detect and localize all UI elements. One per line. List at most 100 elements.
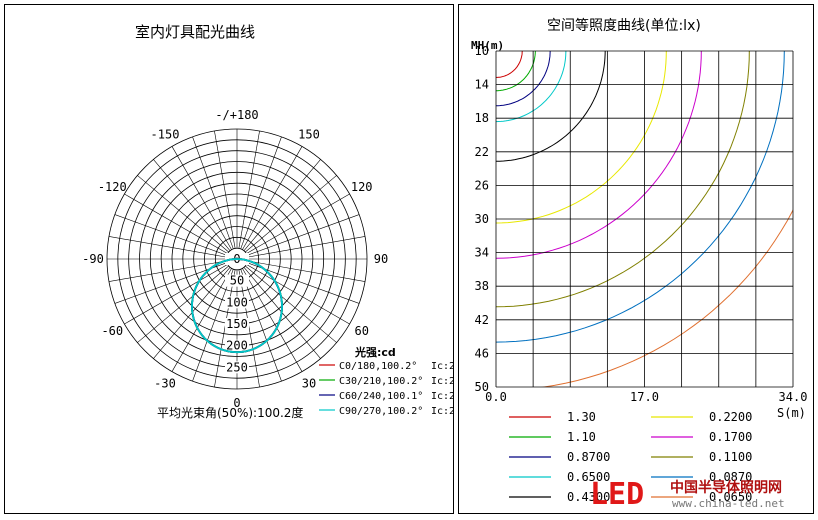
isolux-chart-panel: 空间等照度曲线(单位:lx) MH(m) 10 14 18 22 26 30 34 38 42 4…	[458, 4, 814, 514]
polar-angle-label: 90	[374, 252, 388, 266]
isolux-chart: 空间等照度曲线(单位:lx) MH(m) 10 14 18 22 26 30 34 38 42 4…	[471, 17, 807, 504]
isolux-curve	[496, 51, 702, 259]
polar-spoke	[242, 146, 303, 250]
polar-spoke	[214, 269, 236, 388]
isolux-legend-label: 0.8700	[567, 450, 610, 464]
isolux-legend-label: 0.6500	[567, 470, 610, 484]
isolux-legend-label: 0.1100	[709, 450, 752, 464]
polar-chart: 室内灯具配光曲线 -/+180 150 -150 120 -120 90 -90 60 -60 3…	[82, 23, 453, 420]
isolux-curve	[541, 209, 793, 387]
legend-ic: Ic:21	[431, 406, 453, 417]
isolux-curve	[496, 51, 551, 107]
polar-spoke	[247, 214, 360, 256]
polar-spoke	[247, 260, 366, 282]
beam-angle-text: 平均光束角(50%):100.2度	[157, 405, 303, 420]
isolux-y-tick-label: 10	[475, 44, 489, 58]
isolux-legend-label: 0.4300	[567, 490, 610, 504]
watermark: LED 中国半导体照明网 www.china-led.net	[588, 476, 808, 514]
polar-spoke	[245, 175, 337, 253]
isolux-legend-label: 0.0870	[709, 470, 752, 484]
polar-angle-label: -30	[154, 377, 176, 391]
legend-ic: Ic:215	[431, 361, 453, 372]
legend-label: C90/270,100.2°	[339, 406, 423, 417]
isolux-legend-label: 0.0650	[709, 490, 752, 504]
polar-spoke	[245, 265, 337, 343]
polar-spoke	[108, 236, 227, 258]
legend-ic: Ic:21	[431, 391, 453, 402]
polar-radial-label: 50	[230, 274, 244, 288]
polar-spoke	[114, 214, 227, 256]
polar-radial-label: 200	[226, 339, 248, 353]
polar-chart-title: 室内灯具配光曲线	[135, 23, 255, 41]
isolux-y-tick-labels: 10 14 18 22 26 30 34 38 42 46 50	[475, 44, 489, 394]
isolux-y-tick-label: 42	[475, 313, 489, 327]
polar-angle-label: 150	[298, 127, 320, 141]
polar-spoke	[192, 269, 234, 382]
legend-label: C0/180,100.2°	[339, 361, 417, 372]
polar-spoke	[108, 260, 227, 282]
polar-angle-label: 60	[354, 324, 368, 338]
polar-chart-panel: 室内灯具配光曲线 -/+180 150 -150 120 -120 90 -90 60 -60 3…	[4, 4, 454, 514]
polar-spoke	[242, 268, 303, 372]
isolux-x-tick-label: 34.0	[779, 390, 808, 404]
isolux-chart-title: 空间等照度曲线(单位:lx)	[547, 17, 701, 34]
watermark-url-text: www.china-led.net	[672, 497, 785, 510]
polar-spoke	[243, 159, 321, 251]
polar-angle-label: 0	[233, 396, 240, 410]
isolux-x-tick-label: 17.0	[630, 390, 659, 404]
isolux-y-tick-label: 50	[475, 380, 489, 394]
polar-angle-label: -/+180	[215, 108, 258, 122]
legend-ic: Ic:21	[431, 376, 453, 387]
polar-radial-label: 100	[226, 295, 248, 309]
legend-label: C60/240,100.1°	[339, 391, 423, 402]
polar-spoke	[124, 193, 228, 254]
polar-curve	[191, 258, 283, 354]
polar-radial-label-bg	[225, 339, 249, 352]
polar-angle-label: -150	[151, 127, 180, 141]
isolux-y-tick-label: 18	[475, 111, 489, 125]
isolux-legend-label: 1.30	[567, 410, 596, 424]
isolux-x-tick-labels: 0.0 17.0 34.0	[485, 390, 807, 404]
isolux-legend-label: 0.2200	[709, 410, 752, 424]
isolux-y-tick-label: 38	[475, 279, 489, 293]
isolux-legend: 1.30 1.10 0.8700 0.6500 0.4300 0.2200 0.1700 0.…	[509, 410, 752, 504]
polar-spoke	[214, 130, 236, 249]
polar-spoke	[153, 159, 231, 251]
polar-angle-label: 120	[351, 180, 373, 194]
polar-spoke	[246, 193, 350, 254]
isolux-y-tick-label: 46	[475, 346, 489, 360]
polar-spoke	[247, 236, 366, 258]
polar-radial-label-bg	[225, 274, 249, 287]
isolux-y-tick-label: 14	[475, 78, 489, 92]
polar-radial-label: 250	[226, 360, 248, 374]
unit-label: 光强:cd	[354, 345, 396, 359]
isolux-curve	[496, 51, 785, 343]
polar-spoke	[124, 264, 228, 325]
polar-legend: C0/180,100.2° Ic:215 C30/210,100.2° Ic:21 C6…	[319, 361, 453, 417]
watermark-logo-text: LED	[590, 477, 644, 510]
polar-angle-labels: -/+180 150 -150 120 -120 90 -90 60 -60 30 -30 0	[82, 108, 388, 410]
polar-angle-label: -120	[98, 180, 127, 194]
polar-spoke	[238, 130, 260, 249]
isolux-curve	[496, 51, 523, 78]
polar-radial-label: 150	[226, 317, 248, 331]
isolux-y-tick-label: 34	[475, 246, 489, 260]
polar-spoke	[240, 136, 282, 249]
watermark-logo: LED 中国半导体照明网 www.china-led.net	[590, 477, 785, 512]
isolux-grid	[495, 50, 794, 388]
polar-radial-label-bg	[225, 318, 249, 330]
isolux-x-tick-label: 0.0	[485, 390, 507, 404]
isolux-y-tick-label: 22	[475, 145, 489, 159]
polar-radial-label-bg	[225, 361, 249, 374]
polar-spoke	[238, 269, 260, 388]
polar-spoke	[171, 146, 232, 250]
isolux-y-tick-label: 26	[475, 178, 489, 192]
isolux-legend-label: 1.10	[567, 430, 596, 444]
isolux-curve	[496, 51, 667, 224]
watermark-cn-text: 中国半导体照明网	[670, 479, 782, 496]
polar-angle-label: 30	[302, 377, 316, 391]
isolux-legend-label: 0.1700	[709, 430, 752, 444]
polar-spoke	[192, 136, 234, 249]
polar-spoke	[137, 175, 229, 253]
polar-spoke	[171, 268, 232, 372]
